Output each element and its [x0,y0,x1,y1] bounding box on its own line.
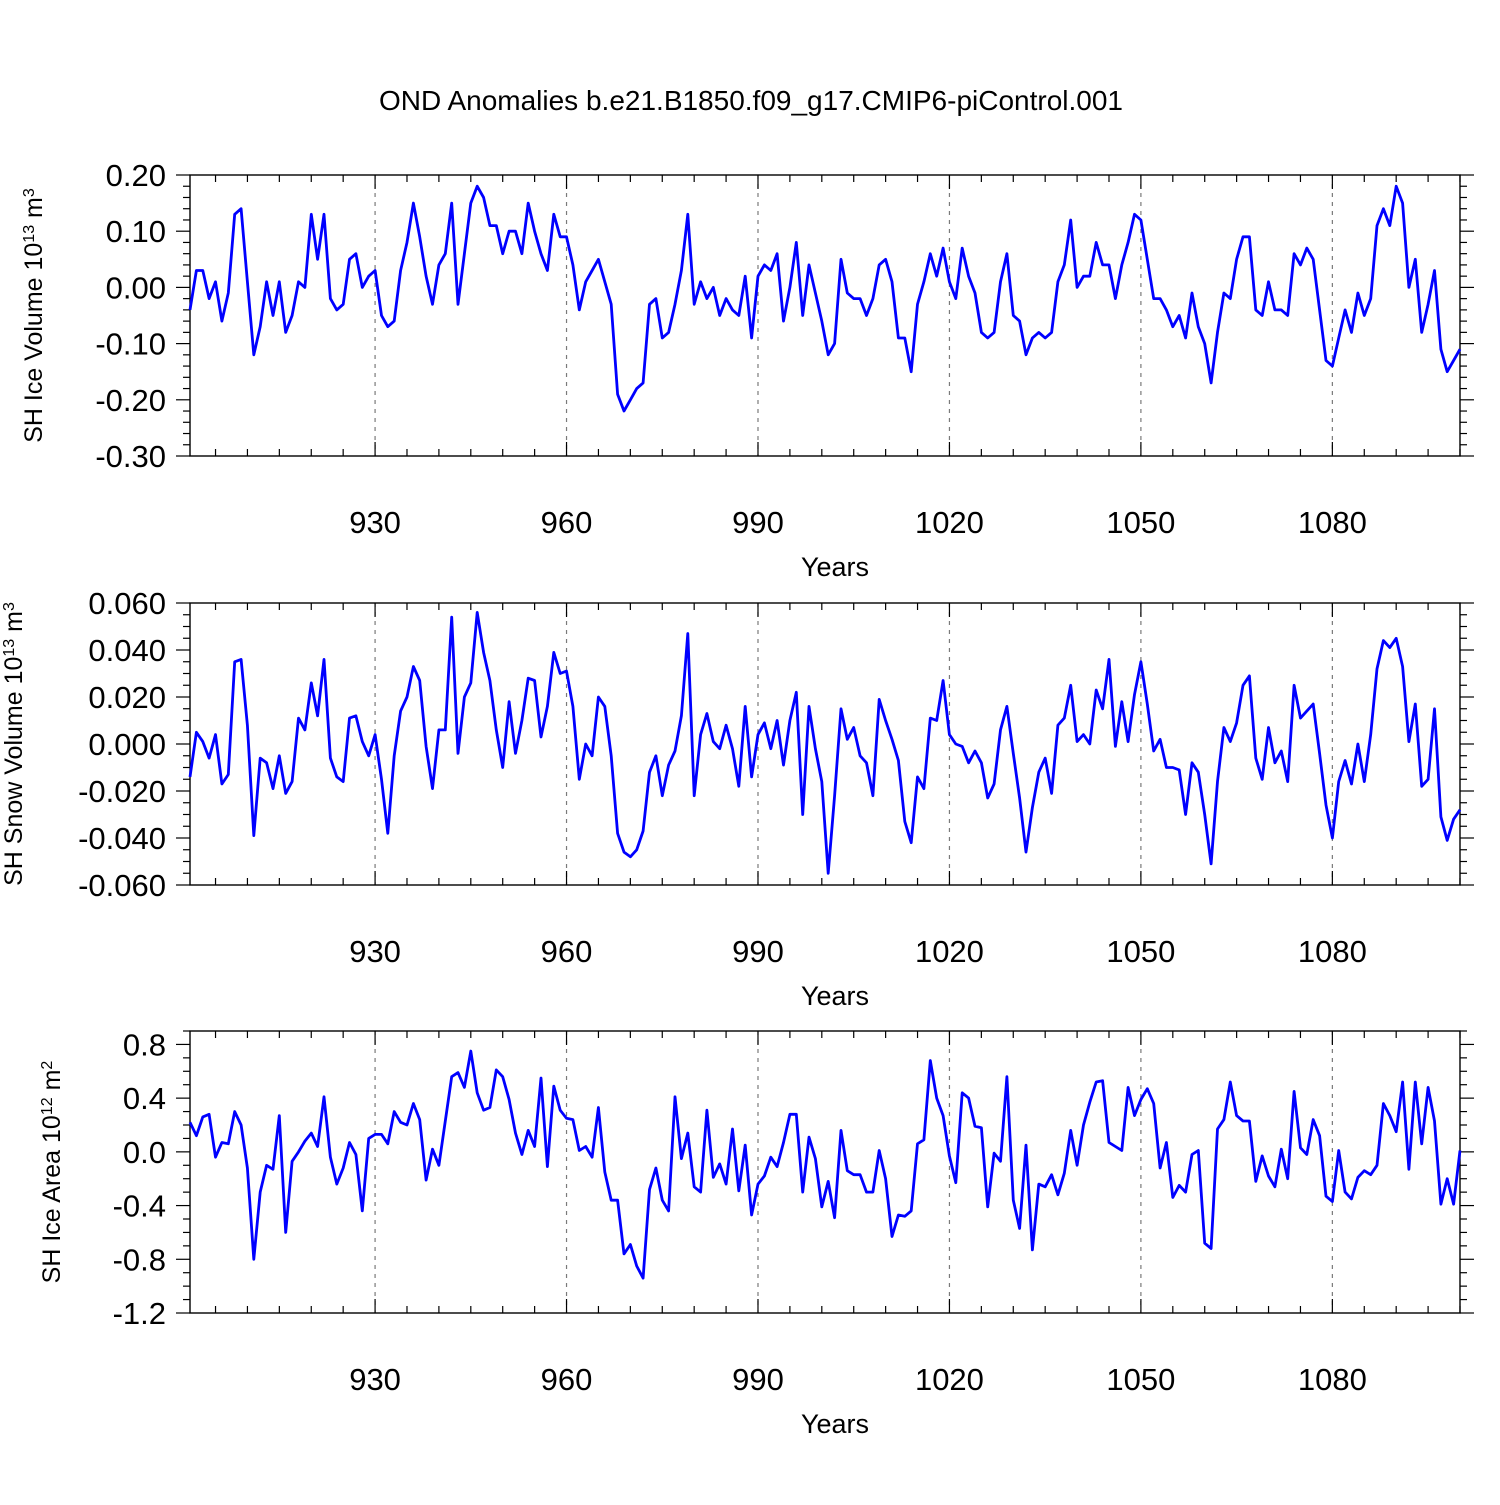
x-tick-label: 1080 [1298,934,1367,969]
plot-frame [189,174,1461,457]
y-tick-label: -0.8 [113,1242,166,1277]
y-tick-label: -1.2 [113,1296,166,1331]
y-tick-label: 0.020 [88,680,166,715]
y-axis-label-part: SH Snow Volume 10 [0,657,28,886]
x-tick-label: 930 [349,934,401,969]
y-axis-label-superscript: 2 [39,1061,56,1070]
plot-frame [189,602,1461,886]
x-tick-label: 990 [732,1362,784,1397]
y-tick-label: -0.20 [95,383,166,418]
y-tick-label: 0.8 [123,1027,166,1062]
series-line-sh-ice-area [188,1049,1462,1280]
x-axis-label: Years [801,981,869,1011]
y-axis-label-superscript: 3 [1,602,18,611]
y-axis-label: SH Ice Area 1012 m2 [38,1061,66,1284]
y-axis-label-part: m [38,1070,66,1098]
x-tick-label: 930 [349,505,401,540]
y-axis-label-superscript: 13 [21,225,38,243]
series-line-sh-ice-volume [188,184,1462,413]
x-axis-label: Years [801,1409,869,1439]
y-axis-label: SH Snow Volume 1013 m3 [0,602,28,886]
y-axis-label-part: m [20,197,48,225]
x-tick-label: 990 [732,505,784,540]
y-axis-label-part: SH Ice Volume 10 [20,243,48,443]
plot-frame [189,1030,1461,1314]
y-tick-label: 0.040 [88,633,166,668]
x-tick-label: 1050 [1106,505,1175,540]
x-tick-label: 1080 [1298,505,1367,540]
y-axis-label: SH Ice Volume 1013 m3 [20,188,48,443]
y-axis-label-part: m [0,611,28,639]
chart-panel-1: 0.20 0.10 0.00 -0.10 -0.20 -0.30 930 960 990 1020… [20,158,1474,582]
y-tick-label: 0.20 [106,158,166,193]
y-tick-label: -0.040 [78,821,166,856]
figure-title: OND Anomalies b.e21.B1850.f09_g17.CMIP6-… [379,85,1123,116]
chart-panel-2: 0.060 0.040 0.020 0.000 -0.020 -0.040 -0.060 93… [0,586,1474,1011]
x-tick-label: 1020 [915,1362,984,1397]
x-axis-label: Years [801,552,869,582]
series-line-sh-snow-volume [188,611,1462,875]
x-tick-label: 1020 [915,505,984,540]
y-tick-label: 0.10 [106,214,166,249]
y-tick-label: 0.4 [123,1081,166,1116]
y-tick-label: 0.0 [123,1135,166,1170]
y-tick-label: -0.30 [95,439,166,474]
x-tick-label: 960 [541,1362,593,1397]
chart-panel-3: 0.8 0.4 0.0 -0.4 -0.8 -1.2 930 960 990 1020 1050 10… [38,1027,1474,1439]
y-tick-label: -0.060 [78,868,166,903]
x-tick-label: 1050 [1106,1362,1175,1397]
y-axis-label-superscript: 3 [21,188,38,197]
y-axis-label-part: SH Ice Area 10 [38,1115,66,1283]
y-tick-label: -0.10 [95,327,166,362]
y-axis-label-superscript: 13 [1,639,18,657]
y-tick-label: 0.060 [88,586,166,621]
x-tick-label: 1050 [1106,934,1175,969]
x-tick-label: 990 [732,934,784,969]
y-tick-label: 0.000 [88,727,166,762]
x-tick-label: 960 [541,505,593,540]
y-tick-label: 0.00 [106,270,166,305]
y-axis-label-superscript: 12 [39,1097,56,1115]
x-tick-label: 960 [541,934,593,969]
x-tick-label: 1020 [915,934,984,969]
y-tick-label: -0.020 [78,774,166,809]
x-tick-label: 930 [349,1362,401,1397]
x-tick-label: 1080 [1298,1362,1367,1397]
y-tick-label: -0.4 [113,1189,166,1224]
